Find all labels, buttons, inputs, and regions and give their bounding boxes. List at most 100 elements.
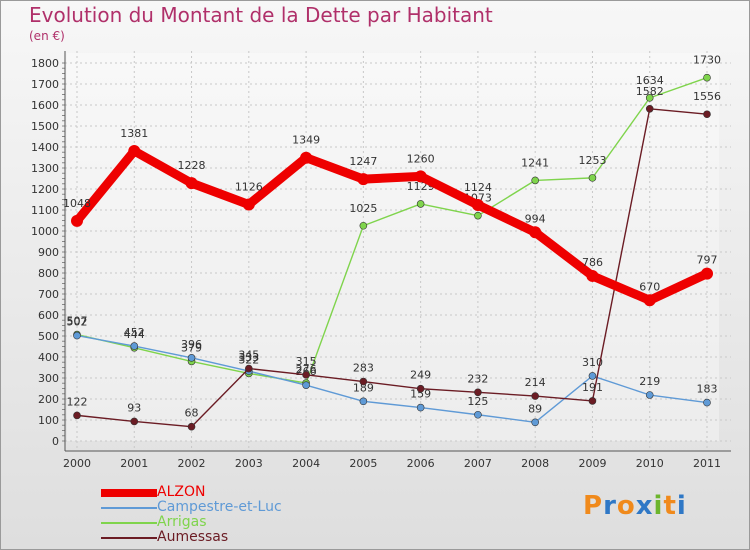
y-tick-label: 1800 (31, 57, 59, 70)
y-tick-label: 700 (38, 288, 59, 301)
chart-unit: (en €) (29, 29, 65, 43)
y-tick-label: 1000 (31, 225, 59, 238)
data-label: 249 (410, 369, 431, 382)
data-label: 93 (127, 401, 141, 414)
data-point (414, 170, 427, 183)
data-label: 315 (296, 355, 317, 368)
y-tick-label: 0 (52, 435, 59, 448)
data-label: 1241 (521, 156, 549, 169)
legend-swatch (101, 522, 157, 524)
data-point (588, 372, 597, 380)
legend-label: Campestre-et-Luc (157, 499, 282, 515)
data-label: 1349 (292, 134, 320, 147)
data-point (359, 377, 368, 386)
data-label: 797 (697, 254, 718, 267)
y-tick-label: 1600 (31, 99, 59, 112)
logo-letter: t (663, 491, 677, 521)
series-line-aumessas (76, 108, 708, 428)
x-tick-label: 2004 (292, 457, 320, 470)
logo-letter: o (616, 491, 636, 521)
y-tick-label: 300 (38, 372, 59, 385)
x-tick-label: 2008 (521, 457, 549, 470)
data-point (474, 410, 482, 419)
data-point (359, 221, 368, 230)
data-label: 1556 (693, 90, 721, 103)
data-label: 333 (238, 351, 259, 364)
data-point (300, 151, 313, 164)
series-line-arrigas (76, 76, 708, 384)
legend-swatch (101, 537, 157, 539)
data-point (128, 144, 141, 157)
data-point (703, 73, 711, 82)
y-tick-label: 600 (38, 309, 59, 322)
data-point (359, 397, 368, 406)
y-tick-label: 800 (38, 267, 59, 280)
logo-letter: x (635, 491, 654, 521)
data-point (645, 391, 654, 399)
x-tick-label: 2002 (178, 457, 206, 470)
y-tick-label: 1200 (31, 183, 59, 196)
series-line-alzon (72, 146, 712, 305)
data-label: 396 (181, 338, 202, 351)
data-label: 507 (67, 315, 88, 328)
x-tick-label: 2007 (464, 457, 492, 470)
data-point (471, 198, 484, 211)
y-tick-label: 1500 (31, 120, 59, 133)
data-point (703, 398, 711, 407)
legend-label: ALZON (157, 484, 206, 500)
data-point (703, 110, 711, 119)
data-label: 1634 (636, 74, 664, 87)
data-point (187, 354, 196, 362)
data-label: 1730 (693, 54, 721, 67)
data-label: 1582 (636, 85, 664, 98)
data-label: 444 (124, 328, 145, 341)
data-point (185, 177, 198, 190)
legend-label: Arrigas (157, 514, 207, 530)
x-tick-label: 2003 (235, 457, 263, 470)
data-label: 183 (697, 383, 718, 396)
data-label: 283 (353, 362, 374, 375)
data-point (474, 388, 482, 397)
data-point (416, 200, 425, 208)
data-point (531, 418, 539, 427)
data-point (187, 422, 196, 431)
data-label: 502 (67, 316, 88, 329)
data-label: 219 (639, 375, 660, 388)
logo-letter: P (583, 491, 604, 521)
data-point (242, 198, 255, 211)
data-point (73, 411, 81, 420)
data-point (245, 364, 253, 373)
x-tick-label: 2001 (120, 457, 148, 470)
logo-letter: i (676, 491, 687, 521)
data-point (645, 104, 654, 113)
logo-letter: r (603, 491, 617, 521)
data-label: 1260 (407, 152, 435, 165)
data-point (416, 384, 425, 393)
data-point (302, 371, 310, 379)
x-tick-label: 2005 (349, 457, 377, 470)
data-point (586, 269, 599, 282)
series-line-campestre-et-luc (76, 334, 708, 424)
data-label: 214 (525, 376, 546, 389)
data-point (302, 381, 310, 389)
data-point (474, 211, 482, 220)
x-tick-label: 2006 (407, 457, 435, 470)
y-tick-label: 1100 (31, 204, 59, 217)
y-tick-label: 900 (38, 246, 59, 259)
data-label: 68 (185, 407, 199, 420)
data-label: 122 (67, 395, 88, 408)
data-point (71, 214, 83, 227)
legend-swatch (101, 507, 157, 509)
data-label: 1247 (349, 155, 377, 168)
data-label: 345 (238, 349, 259, 362)
data-point (531, 392, 539, 400)
data-label: 232 (467, 372, 488, 385)
plot-area (67, 53, 719, 441)
data-label: 89 (528, 402, 542, 415)
data-point (643, 294, 656, 307)
data-label: 159 (410, 388, 431, 401)
data-label: 1048 (63, 197, 91, 210)
data-label: 1126 (235, 181, 263, 194)
data-point (529, 226, 542, 239)
